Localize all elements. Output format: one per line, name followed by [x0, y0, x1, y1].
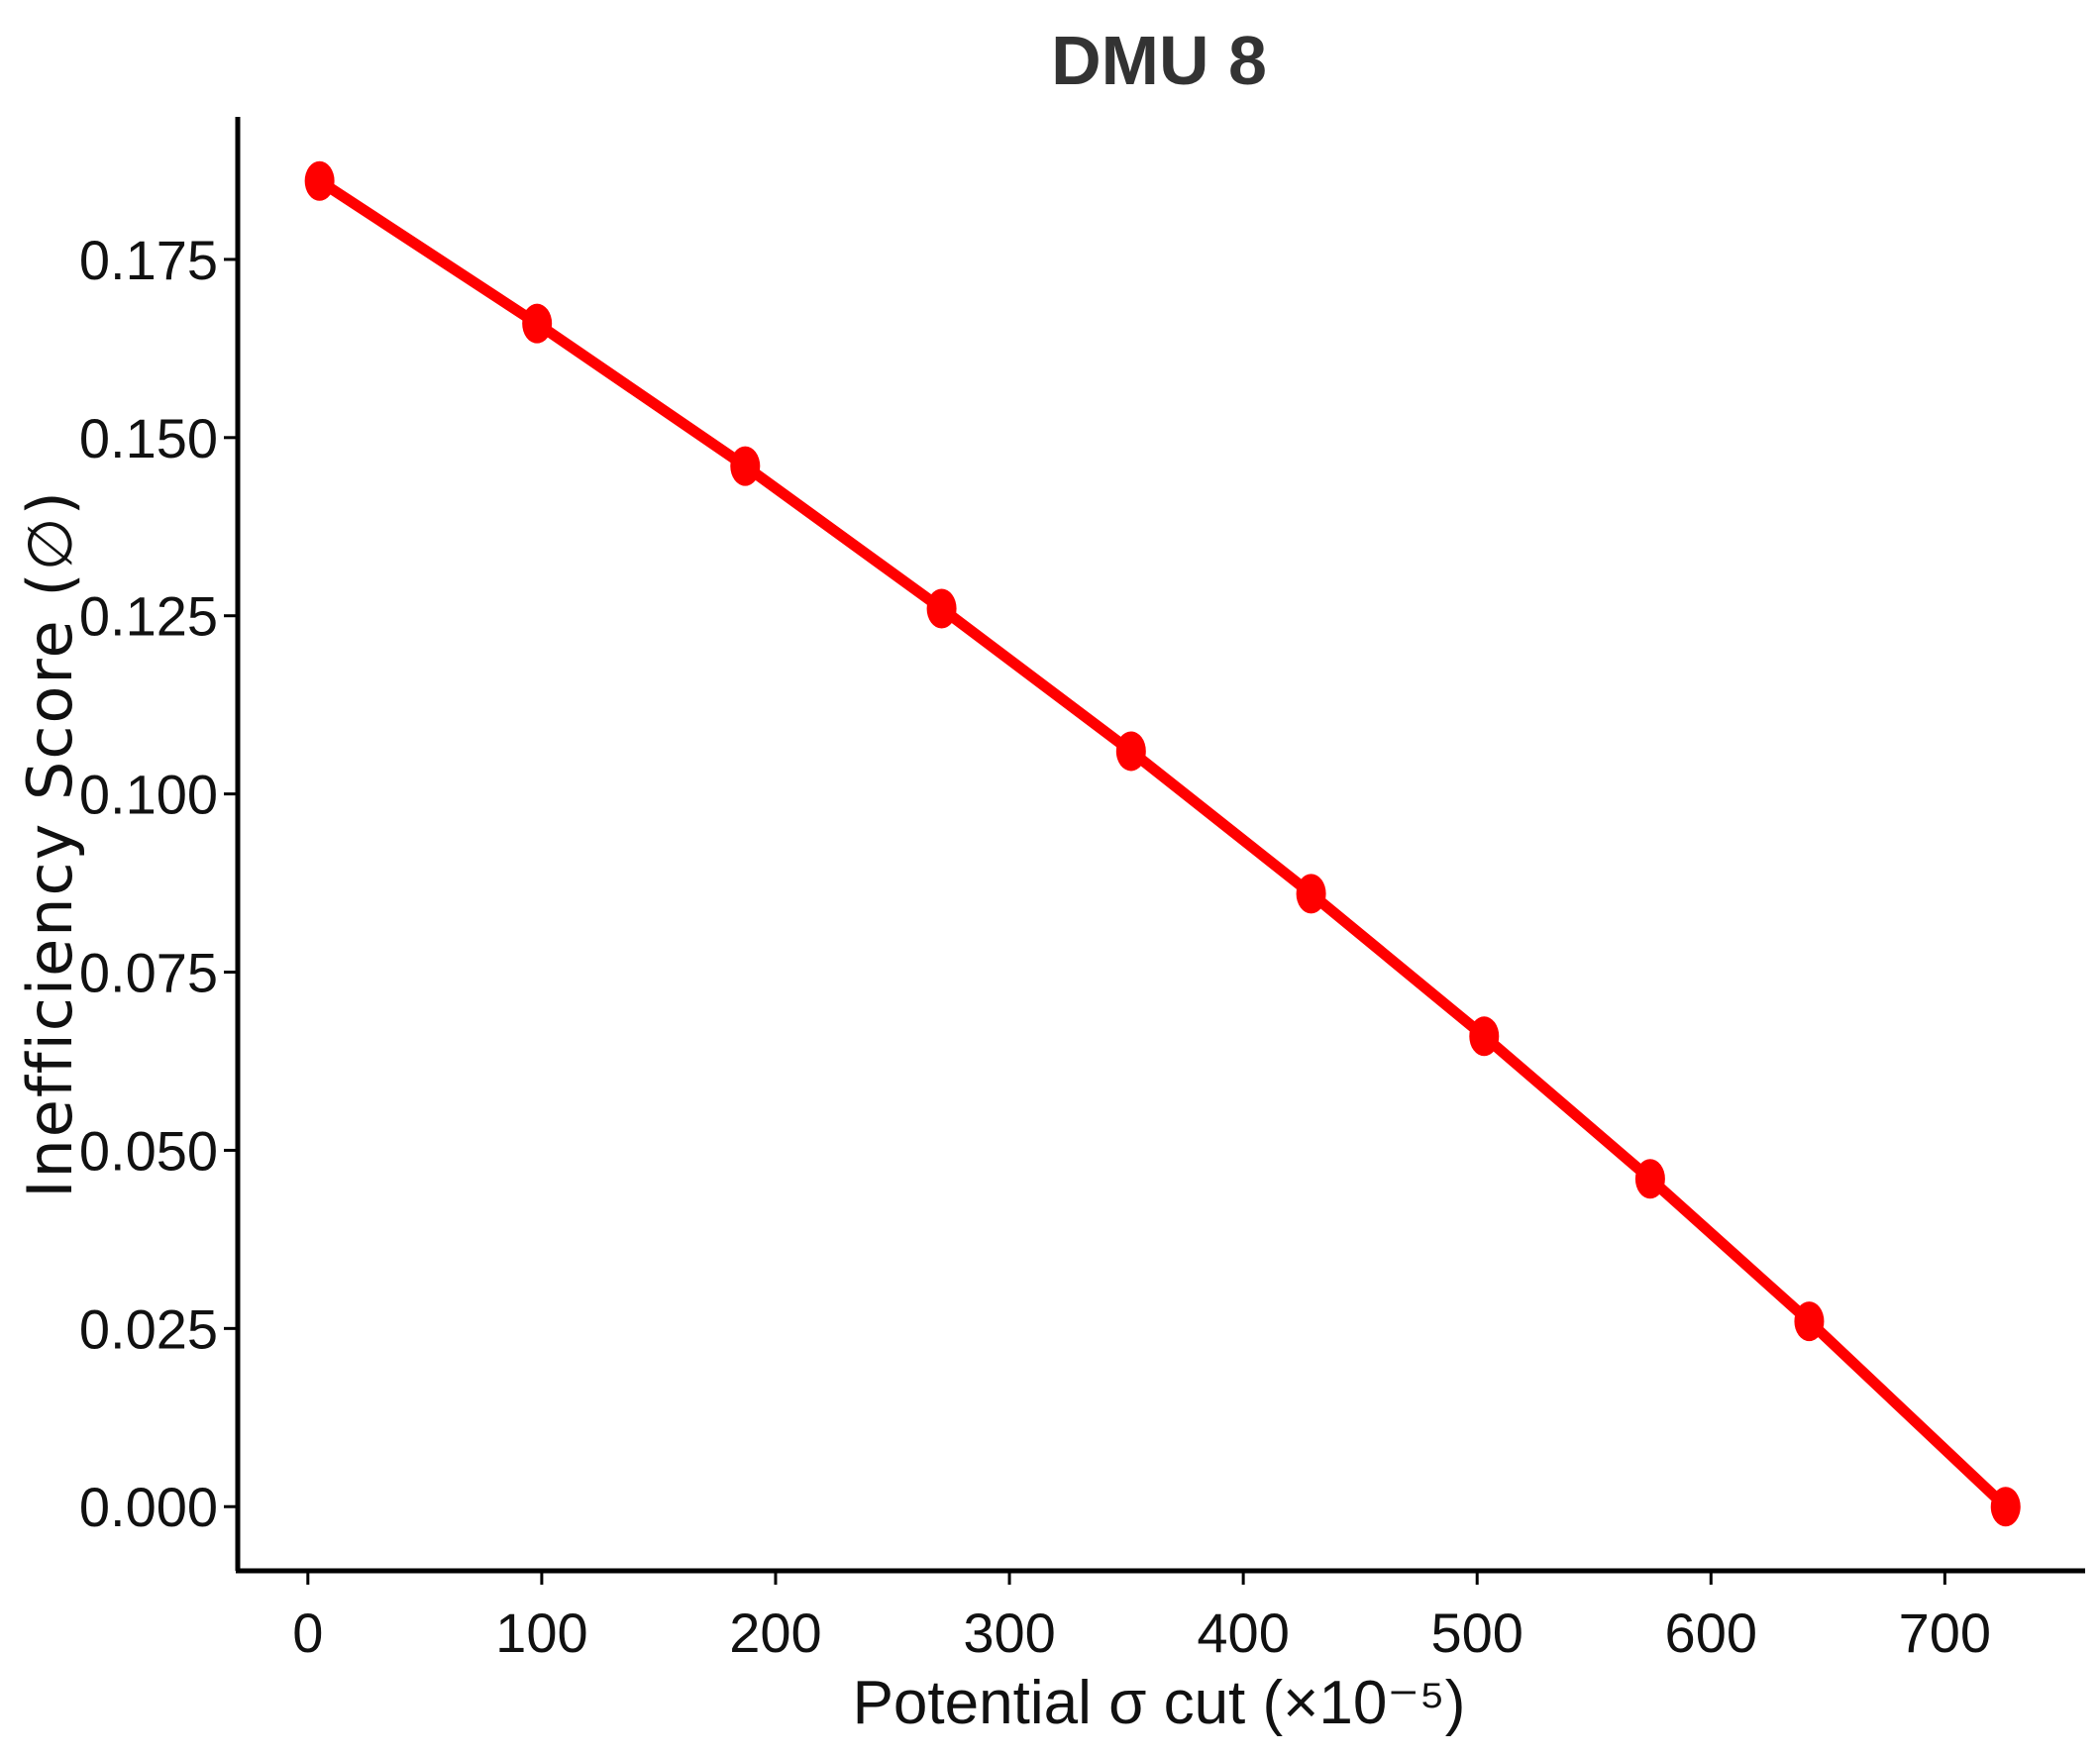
x-ticks: 0 100 200 300 400 500 600 700 [292, 1571, 1991, 1664]
data-point [1990, 1487, 2021, 1527]
x-tick-label: 400 [1197, 1602, 1289, 1664]
data-point [1115, 731, 1146, 772]
data-point [1296, 874, 1326, 914]
x-tick-label: 700 [1899, 1602, 1991, 1664]
data-point [1794, 1301, 1825, 1342]
x-tick-label: 600 [1665, 1602, 1757, 1664]
y-tick-label: 0.125 [79, 585, 218, 648]
y-tick-label: 0.100 [79, 764, 218, 826]
y-tick-label: 0.175 [79, 229, 218, 291]
data-point [1634, 1159, 1665, 1199]
y-ticks: 0.000 0.025 0.050 0.075 0.100 0.125 0.150 0.175 [79, 229, 238, 1538]
series-line [314, 175, 2012, 1512]
y-tick-label: 0.150 [79, 407, 218, 469]
data-point [926, 588, 957, 629]
x-axis-label: Potential σ cut (×10⁻⁵) [853, 1669, 1466, 1737]
x-tick-label: 300 [963, 1602, 1055, 1664]
series-layer [304, 160, 2021, 1527]
x-tick-label: 500 [1430, 1602, 1522, 1664]
data-point [1469, 1016, 1500, 1057]
x-tick-label: 200 [729, 1602, 821, 1664]
data-point [730, 446, 761, 486]
y-tick-label: 0.075 [79, 942, 218, 1004]
axes [235, 117, 2085, 1574]
x-tick-label: 0 [292, 1602, 323, 1664]
x-tick-label: 100 [495, 1602, 587, 1664]
y-tick-label: 0.050 [79, 1119, 218, 1182]
data-point [304, 160, 335, 201]
y-tick-label: 0.025 [79, 1297, 218, 1360]
chart-title: DMU 8 [1051, 22, 1267, 99]
y-axis-label: Inefficiency Score (∅) [14, 489, 86, 1198]
data-point [522, 303, 553, 344]
y-tick-label: 0.000 [79, 1476, 218, 1538]
